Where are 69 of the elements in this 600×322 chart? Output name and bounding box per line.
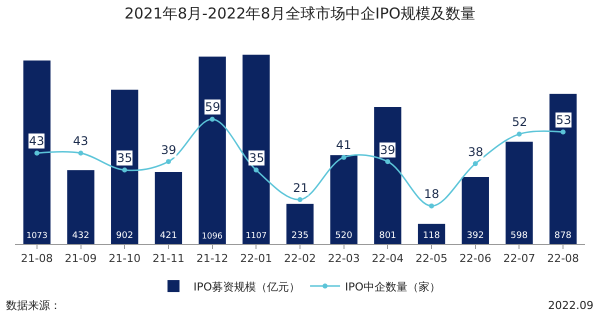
data-label: 1107: [246, 230, 267, 240]
x-tick-label: 22-05: [416, 252, 448, 266]
x-tick-label: 22-08: [547, 252, 580, 266]
point: [298, 197, 302, 202]
point: [429, 203, 434, 208]
data-label: 53: [556, 113, 572, 127]
legend-label: IPO中企数量（家）: [345, 280, 441, 294]
point: [516, 132, 522, 137]
x-tick-label: 22-07: [503, 252, 536, 266]
data-label: 39: [380, 143, 396, 157]
bar: [286, 204, 314, 244]
point: [166, 159, 171, 164]
bar: [506, 142, 533, 244]
data-label: 52: [512, 115, 528, 129]
data-label: 878: [554, 231, 572, 241]
point: [78, 150, 84, 156]
bar: [23, 60, 51, 244]
data-label: 39: [161, 143, 176, 157]
data-label: 392: [466, 231, 484, 241]
data-label: 21: [293, 181, 308, 195]
data-label: 43: [29, 134, 44, 148]
legend-label: IPO募资规模（亿元）: [194, 280, 300, 294]
data-label: 118: [422, 231, 440, 241]
data-label: 35: [117, 151, 132, 165]
data-label: 43: [73, 134, 88, 148]
bar: [242, 54, 270, 244]
x-tick-label: 22-02: [284, 252, 316, 266]
data-label: 598: [510, 231, 528, 241]
bar: [462, 176, 489, 244]
x-tick-label: 22-03: [328, 252, 360, 266]
chart-title: 2021年8月-2022年8月全球市场中企IPO规模及数量: [124, 4, 476, 23]
data-label: 520: [335, 231, 353, 241]
point: [472, 161, 478, 166]
bar: [330, 155, 358, 244]
x-tick-label: 21-08: [20, 252, 53, 266]
data-label: 59: [205, 100, 220, 114]
data-label: 1096: [202, 230, 223, 240]
data-label: 35: [249, 151, 264, 165]
data-label: 41: [336, 138, 352, 152]
data-label: 421: [160, 231, 178, 241]
x-tick-label: 21-10: [108, 252, 141, 266]
data-label: 801: [379, 231, 396, 241]
point: [560, 129, 566, 134]
data-label: 902: [116, 231, 134, 241]
point: [122, 168, 128, 173]
bar: [154, 172, 182, 244]
data-label: 235: [291, 231, 309, 241]
x-tick-label: 22-01: [240, 252, 272, 266]
x-tick-label: 22-06: [459, 252, 492, 266]
data-label: 38: [468, 145, 484, 159]
data-label: 1073: [26, 230, 48, 240]
bar: [549, 94, 577, 244]
source-note: 数据来源：: [6, 299, 61, 312]
point: [34, 150, 40, 156]
point: [341, 154, 346, 160]
point: [385, 159, 390, 164]
x-tick-label: 22-04: [372, 252, 404, 266]
data-label: 432: [72, 231, 90, 241]
text: 2022.09: [548, 299, 594, 312]
data-label: 18: [424, 187, 440, 201]
point: [254, 168, 259, 173]
x-tick-label: 21-12: [196, 252, 228, 266]
bar: [67, 170, 94, 244]
bar: [198, 56, 226, 244]
x-tick-label: 21-11: [152, 252, 184, 266]
point: [210, 116, 215, 122]
x-tick-label: 21-09: [64, 252, 97, 266]
bar: [374, 107, 402, 244]
bar: [111, 90, 138, 244]
